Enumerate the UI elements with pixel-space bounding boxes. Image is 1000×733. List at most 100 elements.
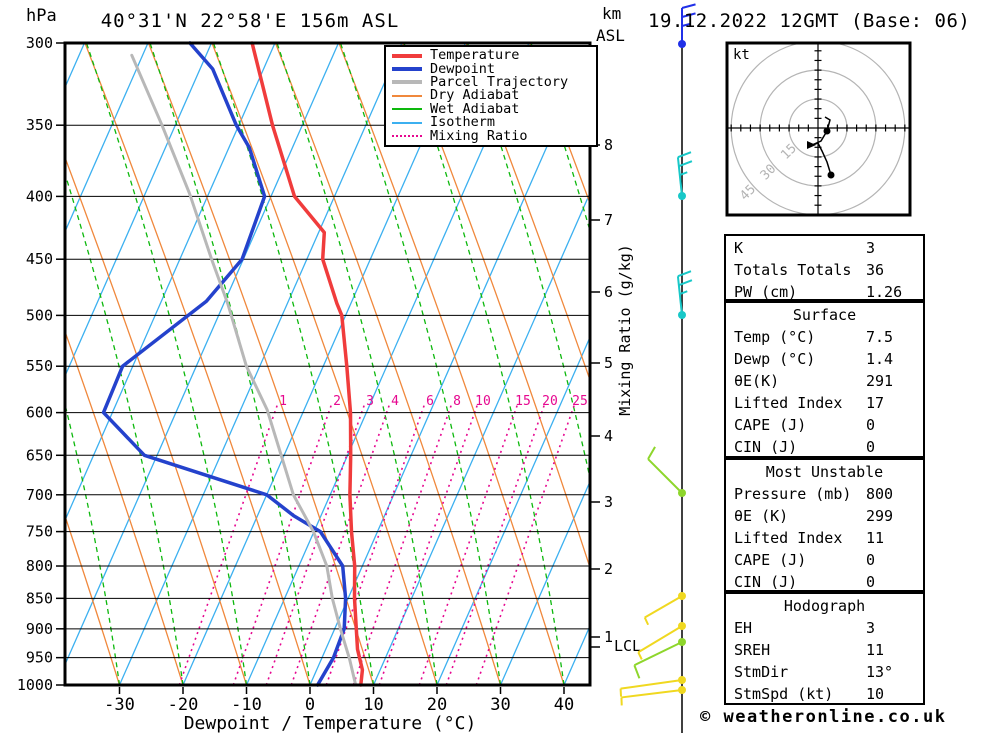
table-row-label: θE (K) [734, 507, 789, 525]
wind-barb [619, 676, 686, 697]
table-row: EH 3 [726, 617, 923, 639]
table-row-value: 1.26 [866, 283, 903, 301]
pressure-tick-label: 600 [26, 404, 53, 422]
mixing-ratio-line [232, 402, 333, 685]
table-row-label: Pressure (mb) [734, 485, 852, 503]
table-row-label: StmSpd (kt) [734, 685, 834, 703]
mixing-ratio-line [352, 402, 453, 685]
wind-barb [676, 151, 693, 200]
legend-item-label: Mixing Ratio [430, 127, 528, 144]
wind-barb-tick [677, 151, 692, 159]
km-tick-label: 6 [604, 283, 613, 301]
wind-barb-shaft [644, 595, 683, 619]
wind-barb-tick [681, 3, 696, 9]
legend-item-label: Wet Adiabat [430, 100, 520, 117]
dry-adiabat-line [211, 43, 438, 685]
dry-adiabat-line [65, 513, 121, 685]
table-title: Hodograph [783, 597, 866, 615]
mixing-ratio-label: 15 [515, 394, 531, 409]
isotherm-line [65, 43, 340, 667]
table-row: CIN (J) 0 [726, 571, 923, 593]
isotherm-line [65, 43, 276, 522]
dry-adiabat-line [274, 43, 502, 685]
dry-adiabat-line [338, 43, 565, 685]
x-axis-title: Dewpoint / Temperature (°C) [184, 713, 477, 733]
pressure-tick-label: 400 [26, 187, 53, 205]
pressure-tick-label: 350 [26, 116, 53, 134]
wind-barb-shaft [676, 276, 683, 316]
lcl-label: LCL [614, 637, 641, 655]
wind-barb-shaft [637, 625, 683, 654]
isotherm-line [436, 335, 590, 685]
dry-adiabat-line [65, 155, 248, 685]
table-row: Dewp (°C) 1.4 [726, 348, 923, 370]
mixing-ratio-line [325, 402, 426, 685]
mixing-ratio-axis-title: Mixing Ratio (g/kg) [616, 244, 634, 416]
isotherm-line [182, 43, 467, 685]
hodograph-unit-label: kt [733, 47, 750, 63]
wind-barb-half-tick [643, 617, 650, 626]
legend-line-swatch [392, 80, 422, 85]
wind-barb [678, 3, 696, 48]
table-row-label: Temp (°C) [734, 328, 816, 346]
table-title: Surface [792, 306, 857, 324]
pressure-tick-label: 650 [26, 446, 53, 464]
wind-barb-half-tick [681, 22, 690, 27]
table-row: θE (K) 299 [726, 505, 923, 527]
isotherm-line [65, 43, 213, 378]
mixing-ratio-line [445, 402, 546, 685]
table-row: Lifted Index 17 [726, 392, 923, 414]
pressure-tick-label: 900 [26, 620, 53, 638]
km-axis-unit-label: km [602, 4, 622, 23]
wind-barb-shaft [620, 679, 683, 690]
km-tick-label: 5 [604, 354, 613, 372]
pressure-tick-label: 300 [26, 34, 53, 52]
wind-barb [676, 270, 693, 319]
hodograph-storm-motion-marker [807, 141, 816, 149]
table-row-label: Lifted Index [734, 394, 843, 412]
data-table-hodograph: Hodograph EH 3 SREH 11 StmDir 13° StmSpd (kt) 10 [724, 592, 925, 705]
temp-tick-label: 20 [427, 695, 447, 715]
wind-barb [637, 622, 686, 660]
legend-item-label: Parcel Trajectory [430, 73, 569, 90]
pressure-tick-label: 800 [26, 557, 53, 575]
mixing-ratio-label: 25 [572, 394, 588, 409]
km-tick-label: 8 [604, 136, 613, 154]
table-row-label: θE(K) [734, 372, 780, 390]
chart-legend: Temperature Dewpoint Parcel Trajectory Dry … [384, 45, 598, 147]
temp-tick-label: 40 [554, 695, 574, 715]
legend-item: Mixing Ratio [392, 129, 596, 142]
legend-item-label: Dewpoint [430, 60, 496, 77]
pressure-tick-label: 550 [26, 357, 53, 375]
temp-tick-label: 0 [305, 695, 315, 715]
temp-tick-label: -30 [104, 695, 135, 715]
dewpoint-curve [101, 41, 348, 687]
legend-item: Dry Adiabat [392, 89, 596, 102]
wind-barb-shaft [676, 157, 683, 197]
wet-adiabat-line [65, 171, 184, 685]
mixing-ratio-label: 10 [475, 394, 491, 409]
table-row: Totals Totals 36 [726, 259, 923, 281]
wind-barb-tick [647, 446, 656, 460]
table-row-value: 0 [866, 573, 876, 591]
legend-item-label: Temperature [430, 47, 520, 64]
isotherm-line [245, 43, 530, 685]
pressure-tick-label: 850 [26, 589, 53, 607]
legend-line-swatch [392, 121, 422, 124]
page-title: 40°31'N 22°58'E 156m ASL [100, 10, 400, 32]
mixing-ratio-line [475, 402, 576, 685]
mixing-ratio-label: 20 [542, 394, 558, 409]
table-row-value: 10 [866, 685, 885, 703]
mixing-ratio-label: 4 [391, 394, 399, 409]
table-row: CIN (J) 0 [726, 436, 923, 458]
table-row: θE(K) 291 [726, 370, 923, 392]
km-tick-label: 3 [604, 493, 613, 511]
dry-adiabat-line [65, 329, 184, 685]
wind-barb-half-tick [637, 651, 643, 660]
site-credit: © weatheronline.co.uk [700, 707, 947, 727]
table-row-value: 17 [866, 394, 885, 412]
table-row-label: CIN (J) [734, 573, 798, 591]
pressure-tick-label: 700 [26, 486, 53, 504]
table-row-value: 11 [866, 529, 885, 547]
